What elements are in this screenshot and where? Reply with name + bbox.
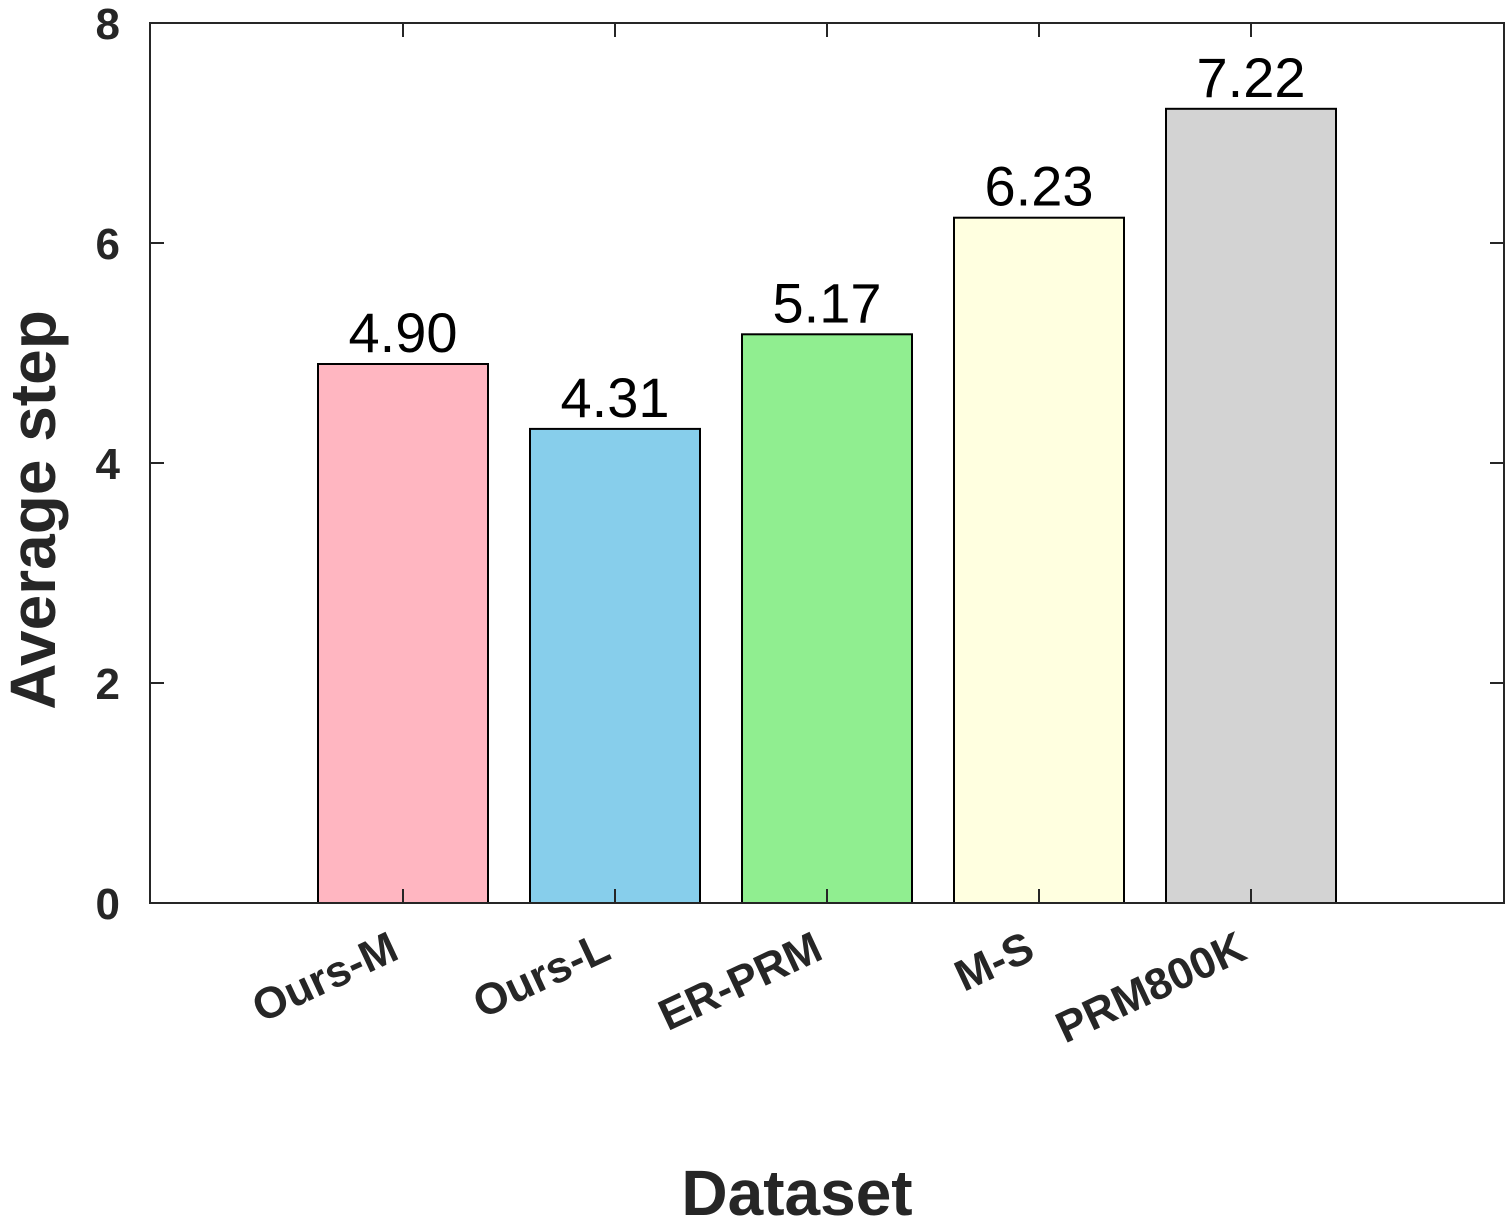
y-tick-label: 6 bbox=[96, 220, 120, 269]
x-tick-label: Ours-M bbox=[245, 923, 405, 1032]
data-label: 4.90 bbox=[349, 301, 458, 364]
data-label: 6.23 bbox=[985, 155, 1094, 218]
x-tick-label: PRM800K bbox=[1049, 923, 1254, 1053]
bar-m-s bbox=[953, 216, 1125, 904]
y-tick-label: 2 bbox=[96, 660, 120, 709]
x-tick-label: ER-PRM bbox=[651, 923, 829, 1041]
y-axis-title: Average step bbox=[0, 310, 69, 710]
data-label: 4.31 bbox=[561, 366, 670, 429]
x-tick-label: M-S bbox=[947, 923, 1041, 1001]
data-label: 5.17 bbox=[773, 271, 882, 334]
bar-ours-m bbox=[317, 363, 489, 904]
y-tick-label: 0 bbox=[96, 880, 120, 929]
x-axis-title: Dataset bbox=[681, 1157, 912, 1225]
y-tick-label: 4 bbox=[96, 440, 121, 489]
bars-group bbox=[317, 107, 1337, 905]
axes-group bbox=[149, 22, 1505, 904]
bar-er-prm bbox=[741, 333, 913, 904]
x-tick-label: Ours-L bbox=[466, 923, 617, 1028]
data-label: 7.22 bbox=[1197, 46, 1306, 109]
y-tick-label: 8 bbox=[96, 0, 120, 49]
bar-ours-l bbox=[529, 427, 701, 904]
bar-prm800k bbox=[1165, 107, 1337, 905]
